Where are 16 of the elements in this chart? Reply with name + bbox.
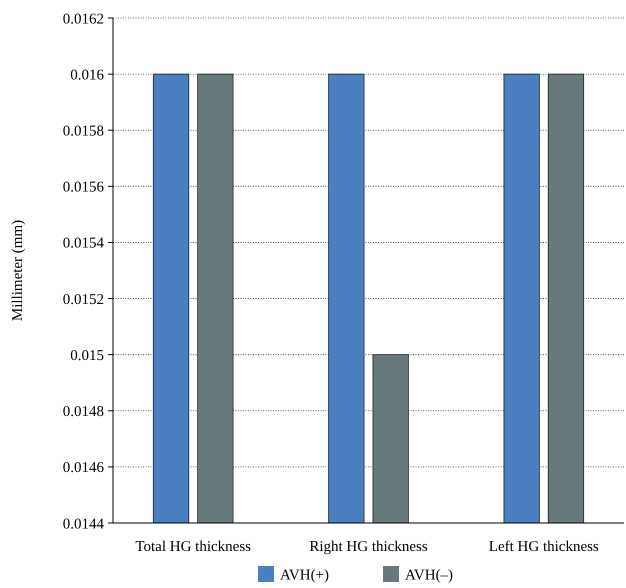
x-tick-label: Left HG thickness <box>488 539 599 555</box>
y-tick-label: 0.0154 <box>62 236 104 252</box>
legend-label: AVH(–) <box>405 567 454 584</box>
y-tick-label: 0.0144 <box>62 516 104 532</box>
y-tick-label: 0.0156 <box>62 180 104 196</box>
y-tick-label: 0.0146 <box>62 460 104 476</box>
x-tick-label: Total HG thickness <box>135 539 252 555</box>
y-tick-label: 0.016 <box>70 67 104 84</box>
legend-label: AVH(+) <box>280 567 330 584</box>
y-tick-label: 0.0148 <box>62 404 104 420</box>
y-axis-title: Millimeter (mm) <box>10 220 26 322</box>
y-tick-label: 0.0158 <box>62 123 104 140</box>
x-tick-label: Right HG thickness <box>309 539 428 555</box>
y-tick-label: 0.015 <box>70 348 104 364</box>
y-tick-label: 0.0162 <box>62 11 104 28</box>
y-tick-label: 0.0152 <box>62 292 104 308</box>
